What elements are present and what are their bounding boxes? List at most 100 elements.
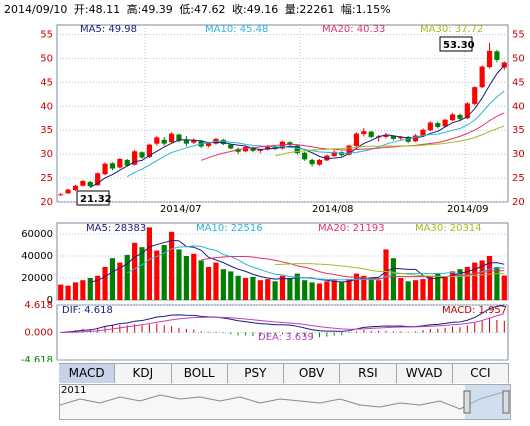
candle-body	[109, 163, 116, 169]
candle-body	[132, 151, 138, 165]
price-grid: 20 20 25 25 30 30 35 35 40 40 45 45 50 50 55 55	[40, 24, 525, 208]
vol-ma20-label: MA20: 21193	[318, 223, 385, 234]
candle-body	[265, 146, 271, 150]
candle-body	[427, 122, 433, 131]
candle-body	[191, 139, 197, 143]
volume-bar	[124, 254, 130, 300]
volume-bar	[405, 281, 411, 300]
volume-bar	[501, 275, 507, 300]
candle-body	[442, 119, 448, 127]
volume-ma5-line	[90, 239, 505, 283]
volume-bar	[435, 273, 441, 300]
candle-body	[398, 136, 404, 139]
volume-bar	[213, 262, 219, 300]
tab-psy[interactable]: PSY	[227, 364, 284, 383]
volume-bar	[353, 273, 360, 300]
date-label-sep: 2014/09	[447, 204, 489, 215]
candle-body	[353, 133, 360, 147]
candle-body	[235, 148, 241, 152]
navigator-right-handle[interactable]	[502, 390, 510, 414]
price-ma30-label: MA30: 37.72	[420, 24, 483, 35]
volume-bar	[235, 275, 241, 300]
candle-body	[102, 163, 108, 175]
volume-bar	[302, 280, 308, 300]
candle-body	[383, 135, 389, 137]
volume-bar	[228, 271, 234, 300]
candle-body	[205, 142, 212, 147]
volume-bar	[449, 271, 456, 300]
volume-bar	[294, 273, 300, 300]
volume-bar	[87, 278, 93, 300]
price-tick-left: 35	[40, 125, 53, 136]
vol-ma10-label: MA10: 22516	[196, 223, 263, 234]
candle-body	[331, 151, 337, 157]
volume-bar	[346, 279, 352, 300]
navigator-left-handle[interactable]	[463, 390, 471, 414]
tab-cci[interactable]: CCI	[452, 364, 509, 383]
volume-bar	[472, 262, 478, 300]
tab-obv[interactable]: OBV	[284, 364, 341, 383]
volume-bar	[139, 247, 145, 300]
volume-bar	[398, 278, 404, 300]
tab-macd[interactable]: MACD	[59, 364, 116, 383]
price-tick-right: 20	[512, 197, 525, 208]
volume-bar	[102, 267, 108, 300]
candle-body	[154, 137, 160, 144]
volume-bar	[169, 231, 175, 300]
volume-bar	[191, 253, 197, 300]
candle-body	[272, 146, 278, 149]
macd-dea-label: DEA: 3.639	[258, 332, 314, 343]
volume-bar	[494, 267, 500, 300]
macd-bars	[60, 318, 505, 338]
price-ma30-line	[274, 125, 505, 157]
candle-body	[457, 114, 463, 119]
volume-bar	[257, 280, 263, 300]
tab-kdj[interactable]: KDJ	[115, 364, 172, 383]
candle-body	[316, 159, 323, 165]
price-tick-left: 50	[40, 53, 53, 64]
volume-bar	[176, 249, 182, 300]
price-tick-left: 40	[40, 101, 53, 112]
time-navigator[interactable]: 2011	[59, 384, 511, 420]
candle-body	[449, 114, 456, 121]
volume-bar	[479, 260, 485, 300]
volume-bar	[154, 250, 160, 300]
volume-bar	[420, 279, 426, 300]
volume-bar	[95, 275, 101, 300]
indicator-tabs: MACD KDJ BOLL PSY OBV RSI WVAD CCI	[59, 363, 509, 383]
volume-bar	[272, 281, 278, 300]
tab-rsi[interactable]: RSI	[340, 364, 397, 383]
candle-body	[139, 152, 145, 158]
volume-bar	[220, 269, 226, 300]
navigator-sparkline	[60, 385, 510, 419]
volume-bar	[58, 284, 64, 300]
price-ma-lines	[90, 65, 505, 188]
macd-tick: -4.618	[21, 355, 53, 362]
quote-high: 高:49.39	[126, 3, 173, 16]
macd-value-label: MACD: 1.957	[442, 305, 507, 316]
price-tick-left: 55	[40, 30, 53, 41]
candle-body	[472, 87, 478, 104]
quote-volume: 量:22261	[284, 3, 335, 16]
price-ma5-label: MA5: 49.98	[80, 24, 137, 35]
high-callout: 53.30	[443, 40, 475, 51]
volume-bar	[464, 267, 470, 300]
candle-body	[176, 134, 182, 141]
price-candles	[58, 42, 507, 196]
tab-wvad[interactable]: WVAD	[396, 364, 453, 383]
candle-body	[486, 50, 493, 68]
low-callout: 21.32	[80, 194, 112, 205]
tab-boll[interactable]: BOLL	[171, 364, 228, 383]
volume-bar	[309, 282, 315, 300]
volume-bar	[339, 282, 345, 300]
volume-tick: 20000	[21, 273, 53, 284]
candle-body	[464, 103, 470, 119]
volume-ma30-line	[275, 263, 505, 278]
candle-body	[390, 135, 396, 139]
volume-bar	[198, 260, 204, 300]
volume-bar	[183, 256, 189, 300]
price-tick-right: 40	[512, 101, 525, 112]
volume-ma10-line	[126, 245, 505, 281]
volume-bar	[442, 276, 448, 300]
volume-grid: 0 20000 40000 60000	[21, 222, 509, 306]
